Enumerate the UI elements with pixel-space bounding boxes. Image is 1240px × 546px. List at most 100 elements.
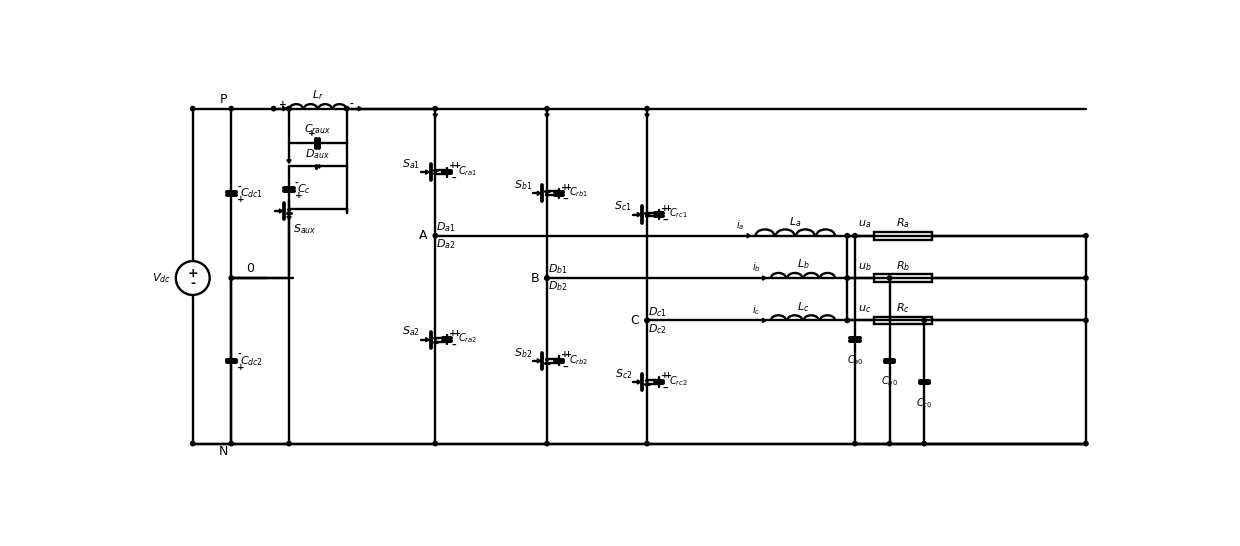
Text: $R_c$: $R_c$ <box>897 301 910 315</box>
Text: $D_{c2}$: $D_{c2}$ <box>649 322 667 336</box>
Circle shape <box>1084 234 1089 238</box>
Text: -: - <box>320 129 324 138</box>
Text: $i_b$: $i_b$ <box>751 260 760 274</box>
Text: -: - <box>563 363 567 371</box>
Text: $D_{c1}$: $D_{c1}$ <box>649 305 667 319</box>
Text: 0: 0 <box>247 262 254 275</box>
Polygon shape <box>283 106 286 111</box>
Text: $D_{a1}$: $D_{a1}$ <box>436 221 456 234</box>
Text: $C_{rc2}$: $C_{rc2}$ <box>670 374 688 388</box>
Circle shape <box>433 234 438 238</box>
Text: +: + <box>560 183 568 192</box>
Text: $C_{c0}$: $C_{c0}$ <box>916 396 932 410</box>
Text: -: - <box>295 179 299 188</box>
Circle shape <box>923 441 926 446</box>
Circle shape <box>645 318 650 323</box>
Circle shape <box>229 106 233 111</box>
Text: +: + <box>449 329 456 338</box>
Text: $V_{dc}$: $V_{dc}$ <box>153 271 171 285</box>
Bar <box>874 232 932 240</box>
Polygon shape <box>645 114 650 117</box>
Text: C: C <box>631 314 640 327</box>
Circle shape <box>645 441 650 446</box>
Text: A: A <box>419 229 428 242</box>
Circle shape <box>888 276 892 280</box>
Text: +: + <box>453 162 460 170</box>
Circle shape <box>853 441 857 446</box>
Text: $C_{rb1}$: $C_{rb1}$ <box>569 185 589 199</box>
Circle shape <box>286 441 291 446</box>
Text: $C_{rb2}$: $C_{rb2}$ <box>569 353 589 366</box>
Circle shape <box>544 106 549 111</box>
Circle shape <box>544 276 549 280</box>
Text: +: + <box>237 195 244 204</box>
Text: $S_{c2}$: $S_{c2}$ <box>615 367 632 381</box>
Polygon shape <box>286 216 291 219</box>
Circle shape <box>191 441 195 446</box>
Polygon shape <box>279 209 283 213</box>
Text: -: - <box>451 174 455 183</box>
Text: +: + <box>295 191 303 200</box>
Circle shape <box>645 318 650 323</box>
Circle shape <box>544 441 549 446</box>
Text: -: - <box>564 195 568 204</box>
Text: $S_{c1}$: $S_{c1}$ <box>615 199 632 213</box>
Polygon shape <box>544 114 549 117</box>
Polygon shape <box>637 380 640 384</box>
Text: +: + <box>665 204 672 213</box>
Polygon shape <box>425 337 429 342</box>
Text: $i_c$: $i_c$ <box>751 302 760 317</box>
Bar <box>874 317 932 324</box>
Text: -: - <box>451 341 455 351</box>
Text: -: - <box>564 363 568 371</box>
Text: -: - <box>663 384 667 393</box>
Circle shape <box>888 441 892 446</box>
Polygon shape <box>288 209 290 213</box>
Polygon shape <box>358 106 362 111</box>
Text: $C_{a0}$: $C_{a0}$ <box>847 353 863 367</box>
Text: $i_a$: $i_a$ <box>737 218 745 232</box>
Text: $D_{b1}$: $D_{b1}$ <box>548 263 568 276</box>
Text: $C_{b0}$: $C_{b0}$ <box>882 375 898 388</box>
Text: $u_b$: $u_b$ <box>858 261 872 272</box>
Polygon shape <box>433 114 438 117</box>
Text: $u_c$: $u_c$ <box>858 303 872 315</box>
Text: $D_{b2}$: $D_{b2}$ <box>548 280 568 293</box>
Polygon shape <box>546 359 548 363</box>
Text: +: + <box>564 183 572 192</box>
Text: $S_{b1}$: $S_{b1}$ <box>513 179 532 192</box>
Text: $D_{aux}$: $D_{aux}$ <box>305 147 330 162</box>
Text: +: + <box>665 371 672 381</box>
Circle shape <box>229 441 233 446</box>
Polygon shape <box>537 191 541 195</box>
Text: -: - <box>453 341 456 351</box>
Text: B: B <box>531 271 539 284</box>
Circle shape <box>853 234 857 238</box>
Text: $C_{raux}$: $C_{raux}$ <box>304 122 331 135</box>
Circle shape <box>433 106 438 111</box>
Text: +: + <box>187 266 198 280</box>
Text: -: - <box>453 174 456 183</box>
Text: +: + <box>661 204 668 213</box>
Polygon shape <box>646 212 649 216</box>
Text: -: - <box>237 183 241 192</box>
Polygon shape <box>434 170 436 174</box>
Text: +: + <box>279 100 286 109</box>
Text: +: + <box>449 162 456 170</box>
Text: $R_b$: $R_b$ <box>897 259 910 272</box>
Text: $C_{dc1}$: $C_{dc1}$ <box>239 186 263 200</box>
Circle shape <box>846 234 849 238</box>
Text: $L_c$: $L_c$ <box>797 300 810 314</box>
Text: -: - <box>350 100 353 109</box>
Text: -: - <box>663 216 667 225</box>
Circle shape <box>229 276 233 280</box>
Polygon shape <box>763 276 766 280</box>
Text: $C_{ra2}$: $C_{ra2}$ <box>458 331 477 346</box>
Circle shape <box>1084 318 1089 323</box>
Polygon shape <box>434 338 436 342</box>
Circle shape <box>1084 441 1089 446</box>
Circle shape <box>345 106 348 111</box>
Circle shape <box>191 106 195 111</box>
Polygon shape <box>763 318 766 323</box>
Polygon shape <box>286 160 291 163</box>
